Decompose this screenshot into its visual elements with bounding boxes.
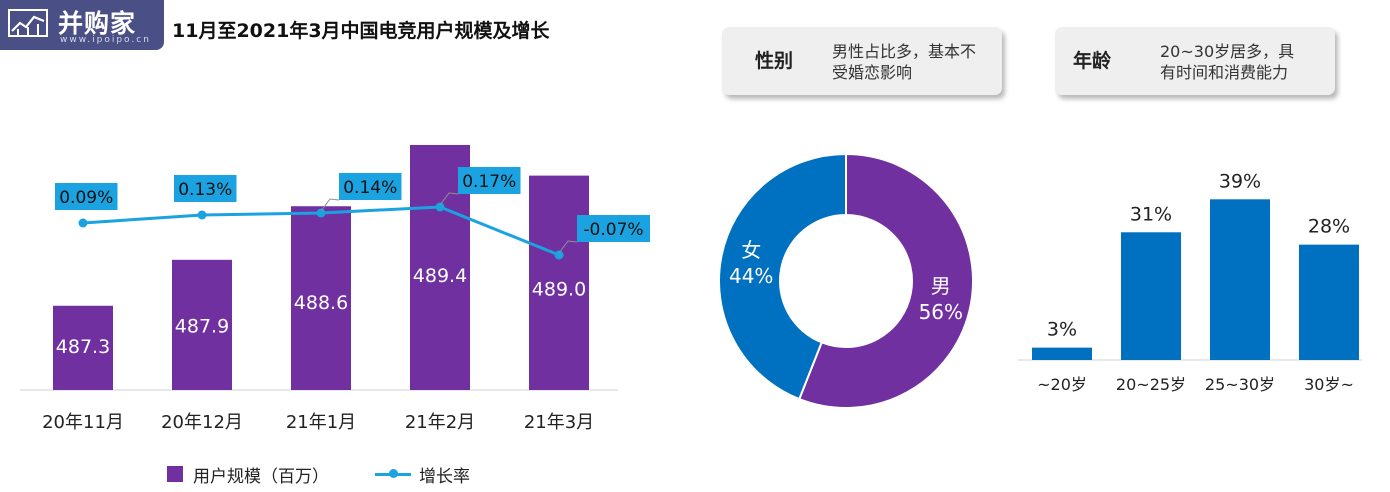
x-tick-label: 21年1月	[286, 412, 356, 433]
age-bar	[1210, 199, 1270, 360]
donut-slice-label: 男	[931, 274, 951, 298]
x-tick-label: 21年3月	[524, 412, 594, 433]
x-tick-label: 21年2月	[405, 412, 475, 433]
growth-rate-point	[197, 210, 207, 220]
bar-user-scale	[172, 259, 232, 390]
bar-user-scale	[529, 175, 589, 390]
growth-rate-label: 0.13%	[178, 180, 232, 200]
logo-brand: 并购家	[58, 9, 137, 38]
data-label-leader	[558, 240, 578, 254]
growth-rate-label: 0.14%	[343, 178, 397, 198]
age-card-line1: 20~30岁居多，具	[1160, 42, 1295, 61]
age-tick-label: 20~25岁	[1116, 375, 1186, 394]
data-label-leader	[439, 192, 459, 206]
legend-swatch-bar	[167, 466, 183, 482]
x-tick-label: 20年11月	[42, 412, 124, 433]
donut-slice-value: 44%	[729, 264, 773, 288]
gender-card-line1: 男性占比多，基本不	[832, 42, 977, 61]
data-label-leader	[320, 198, 340, 212]
gender-card-line2: 受婚恋影响	[832, 63, 913, 82]
bar-value-label: 487.3	[56, 336, 110, 358]
logo-url: www.ipoipo.cn	[60, 35, 151, 45]
age-card-key: 年龄	[1073, 50, 1112, 72]
growth-label-box	[174, 175, 237, 202]
growth-rate-point	[78, 218, 88, 228]
age-card: 年龄 20~30岁居多，具 有时间和消费能力	[1055, 27, 1335, 95]
donut-slice	[718, 152, 847, 401]
gender-card: 性别 男性占比多，基本不 受婚恋影响	[722, 27, 1002, 95]
bar-user-scale	[53, 305, 113, 390]
growth-rate-label: -0.07%	[583, 220, 643, 240]
legend-label-bar: 用户规模（百万）	[193, 467, 329, 487]
age-bar-value-label: 3%	[1047, 319, 1077, 341]
growth-rate-point	[435, 202, 445, 212]
growth-label-box	[458, 167, 521, 194]
age-tick-label: 25~30岁	[1205, 375, 1275, 394]
growth-rate-point	[554, 250, 564, 260]
bar-user-scale	[291, 206, 351, 390]
age-card-desc: 20~30岁居多，具 有时间和消费能力	[1160, 41, 1294, 83]
age-bar	[1299, 244, 1359, 360]
chart-title: 11月至2021年3月中国电竞用户规模及增长	[172, 20, 550, 42]
growth-label-box	[577, 215, 650, 242]
age-bar	[1032, 347, 1092, 360]
donut-slice-label: 女	[741, 238, 761, 262]
donut-slice-value: 56%	[919, 300, 963, 324]
age-bar-value-label: 31%	[1130, 203, 1172, 225]
x-tick-label: 20年12月	[161, 412, 243, 433]
age-bar-value-label: 39%	[1219, 170, 1261, 192]
age-tick-label: ~20岁	[1037, 375, 1087, 394]
age-bar	[1121, 232, 1181, 360]
growth-label-box	[55, 183, 118, 210]
bar-value-label: 489.4	[413, 265, 467, 287]
age-tick-label: 30岁~	[1304, 375, 1354, 394]
bar-value-label: 489.0	[532, 279, 586, 301]
legend-label-line: 增长率	[419, 467, 470, 487]
growth-label-box	[339, 173, 402, 200]
gender-card-desc: 男性占比多，基本不 受婚恋影响	[832, 41, 976, 83]
bar-value-label: 487.9	[175, 316, 229, 338]
donut-slice	[797, 152, 974, 409]
gender-card-key: 性别	[755, 50, 794, 72]
legend-marker-line	[389, 469, 398, 478]
growth-rate-label: 0.09%	[59, 188, 113, 208]
logo: 并购家 www.ipoipo.cn	[0, 0, 164, 50]
age-card-line2: 有时间和消费能力	[1160, 63, 1289, 82]
growth-rate-point	[316, 208, 326, 218]
chart-logo-icon	[8, 9, 48, 37]
bar-value-label: 488.6	[294, 292, 348, 314]
age-bar-value-label: 28%	[1308, 216, 1350, 238]
growth-rate-label: 0.17%	[462, 172, 516, 192]
